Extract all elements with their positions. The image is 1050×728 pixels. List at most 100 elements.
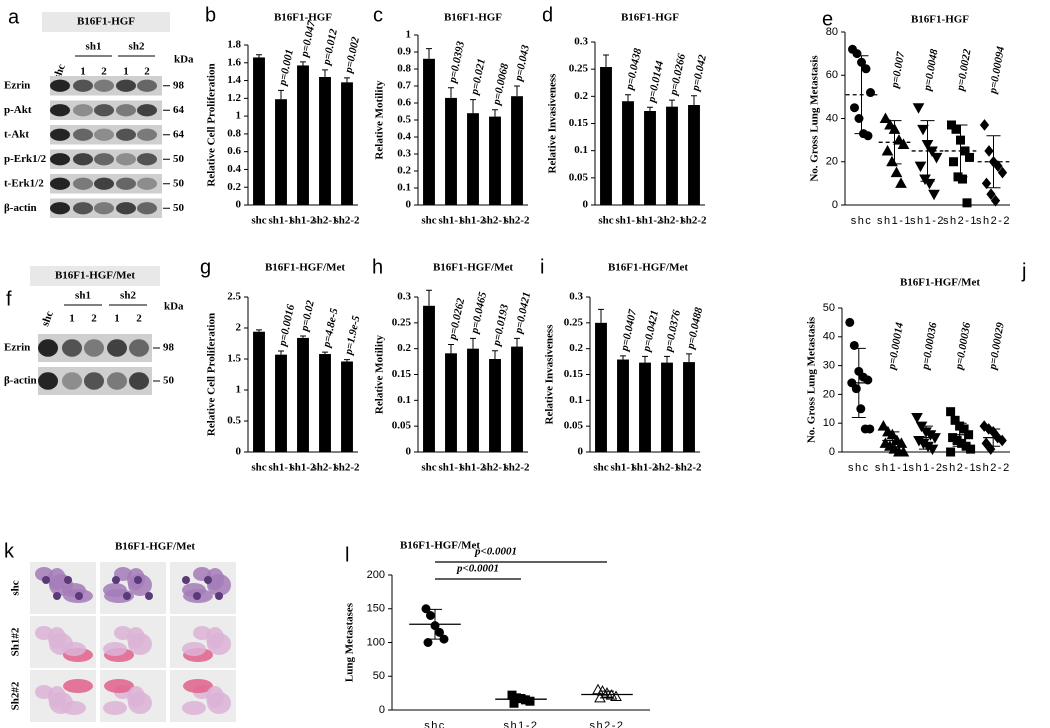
p-value: p=0.0421 [512,291,533,336]
chart-title: B16F1-HGF/Met [265,262,345,274]
bar [253,331,265,452]
y-tick-label: 2.5 [227,291,241,303]
x-tick-label: shc [424,720,446,728]
blot-band [137,104,157,117]
data-point [423,638,433,647]
p-value: p=0.0438 [623,47,644,92]
bar [319,354,331,452]
tissue-lobe [206,627,224,649]
blot-band [73,153,93,166]
x-tick-label: sh2-2 [676,462,702,474]
data-point [895,437,908,448]
blot-band [73,202,93,215]
y-tick-label: 0.05 [564,420,584,432]
y-tick-label: 0.1 [574,144,588,156]
row-label: p-Akt [4,104,32,116]
y-tick-label: 0.25 [569,63,589,75]
bar [445,353,457,452]
error-bar [426,289,432,306]
tumor-nodule [123,592,131,600]
y-tick-label: 0 [236,199,242,211]
bar [666,106,678,205]
data-point [914,161,927,173]
x-tick-label: sh2-1 [942,462,977,474]
blot-band [94,128,114,141]
tumor-nodule [53,592,61,600]
sd-bar [919,425,933,450]
sd-bar [600,690,614,699]
data-point [881,144,894,156]
x-tick-label: sh2-1 [654,462,679,474]
data-point [951,124,961,134]
blot-band [50,128,70,141]
data-point [986,188,996,200]
marker-label: 50 [173,177,185,189]
y-tick-label: 0.3 [569,291,583,303]
blot-band [73,128,93,141]
y-tick-label: 0.2 [569,342,583,354]
bar [467,113,479,205]
y-tick-label: 0.2 [397,342,411,354]
tumor-nodule [42,576,50,584]
bar [683,362,695,452]
bar [297,65,309,205]
x-tick-label: shc [593,462,608,474]
tissue-lobe [103,642,127,656]
significance-label: p<0.0001 [474,546,517,558]
data-point [863,131,873,141]
error-bar [691,95,697,106]
p-value: p=0.047 [298,19,318,59]
tissue-lobe [206,686,224,708]
y-tick-label: 60 [826,69,838,81]
lane-label: 1 [80,66,86,78]
tissue-lobe [62,701,86,715]
lane-label: 1 [114,313,120,325]
tumor-nodule [193,592,201,600]
y-axis-label: Relative Cell Proliferation [206,313,218,436]
lane-label: 2 [136,313,142,325]
y-tick-label: 0.8 [227,127,241,139]
data-point [426,611,435,620]
p-value: p=0.021 [468,58,488,97]
y-tick-label: 0 [379,704,385,716]
bar [319,77,331,205]
blot-band [129,372,149,390]
y-tick-label: 1.8 [227,39,241,51]
error-bar [492,350,498,359]
data-point [592,683,604,695]
row-label: β-actin [4,202,37,214]
marker-label: 50 [173,153,185,165]
p-value: p=0.00036 [919,321,939,371]
row-label: t-Erk1/2 [4,177,44,189]
y-tick-label: 0.3 [397,291,411,303]
y-tick-label: 10 [823,417,835,429]
error-bar [322,69,328,77]
p-value: p=1.9e-5 [342,314,362,357]
row-label: Sh1#2 [10,627,22,656]
p-value: p=0.0048 [921,48,940,93]
data-point [897,445,910,457]
data-point [966,444,976,454]
y-tick-label: 0.4 [397,131,411,143]
p-value: p=0.0068 [490,62,511,107]
p-value: p=0.00036 [953,321,973,371]
x-tick-label: shc [421,215,436,227]
blot-band [73,104,93,117]
x-tick-label: sh2-1 [312,462,337,474]
error-bar [620,355,626,360]
data-point [525,696,535,706]
sd-bar [952,422,967,447]
x-tick-label: sh2-1 [312,215,337,227]
y-tick-label: 1.6 [227,56,241,68]
sd-bar [514,695,528,704]
blot-band [137,153,157,166]
lane-label: 2 [144,66,150,78]
x-tick-label: sh2-2 [976,462,1011,474]
p-value: p=0.02 [298,299,316,333]
bar [341,82,353,205]
panel-letter: e [822,8,833,30]
data-point [890,166,903,178]
bar [617,359,629,452]
unit-label: kDa [164,301,184,313]
data-point [845,317,855,327]
